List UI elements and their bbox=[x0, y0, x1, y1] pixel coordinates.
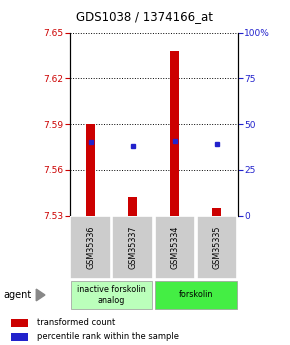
Bar bbox=[86, 124, 95, 216]
Bar bbox=[11, 333, 28, 341]
Bar bbox=[170, 51, 179, 216]
Text: inactive forskolin
analog: inactive forskolin analog bbox=[77, 285, 146, 305]
Bar bbox=[212, 208, 221, 216]
Bar bbox=[155, 216, 195, 279]
Text: GSM35337: GSM35337 bbox=[128, 226, 137, 269]
Text: GSM35335: GSM35335 bbox=[212, 226, 221, 269]
Text: transformed count: transformed count bbox=[37, 318, 115, 327]
Bar bbox=[70, 216, 111, 279]
Text: GSM35334: GSM35334 bbox=[170, 226, 179, 269]
Polygon shape bbox=[36, 289, 45, 301]
Bar bbox=[11, 319, 28, 327]
Text: GDS1038 / 1374166_at: GDS1038 / 1374166_at bbox=[77, 10, 213, 23]
Text: percentile rank within the sample: percentile rank within the sample bbox=[37, 332, 179, 341]
Text: forskolin: forskolin bbox=[179, 290, 213, 299]
Bar bbox=[71, 281, 153, 309]
Text: GSM35336: GSM35336 bbox=[86, 226, 95, 269]
Bar bbox=[155, 281, 237, 309]
Bar bbox=[128, 197, 137, 216]
Text: agent: agent bbox=[3, 290, 31, 300]
Bar bbox=[197, 216, 237, 279]
Bar bbox=[113, 216, 153, 279]
